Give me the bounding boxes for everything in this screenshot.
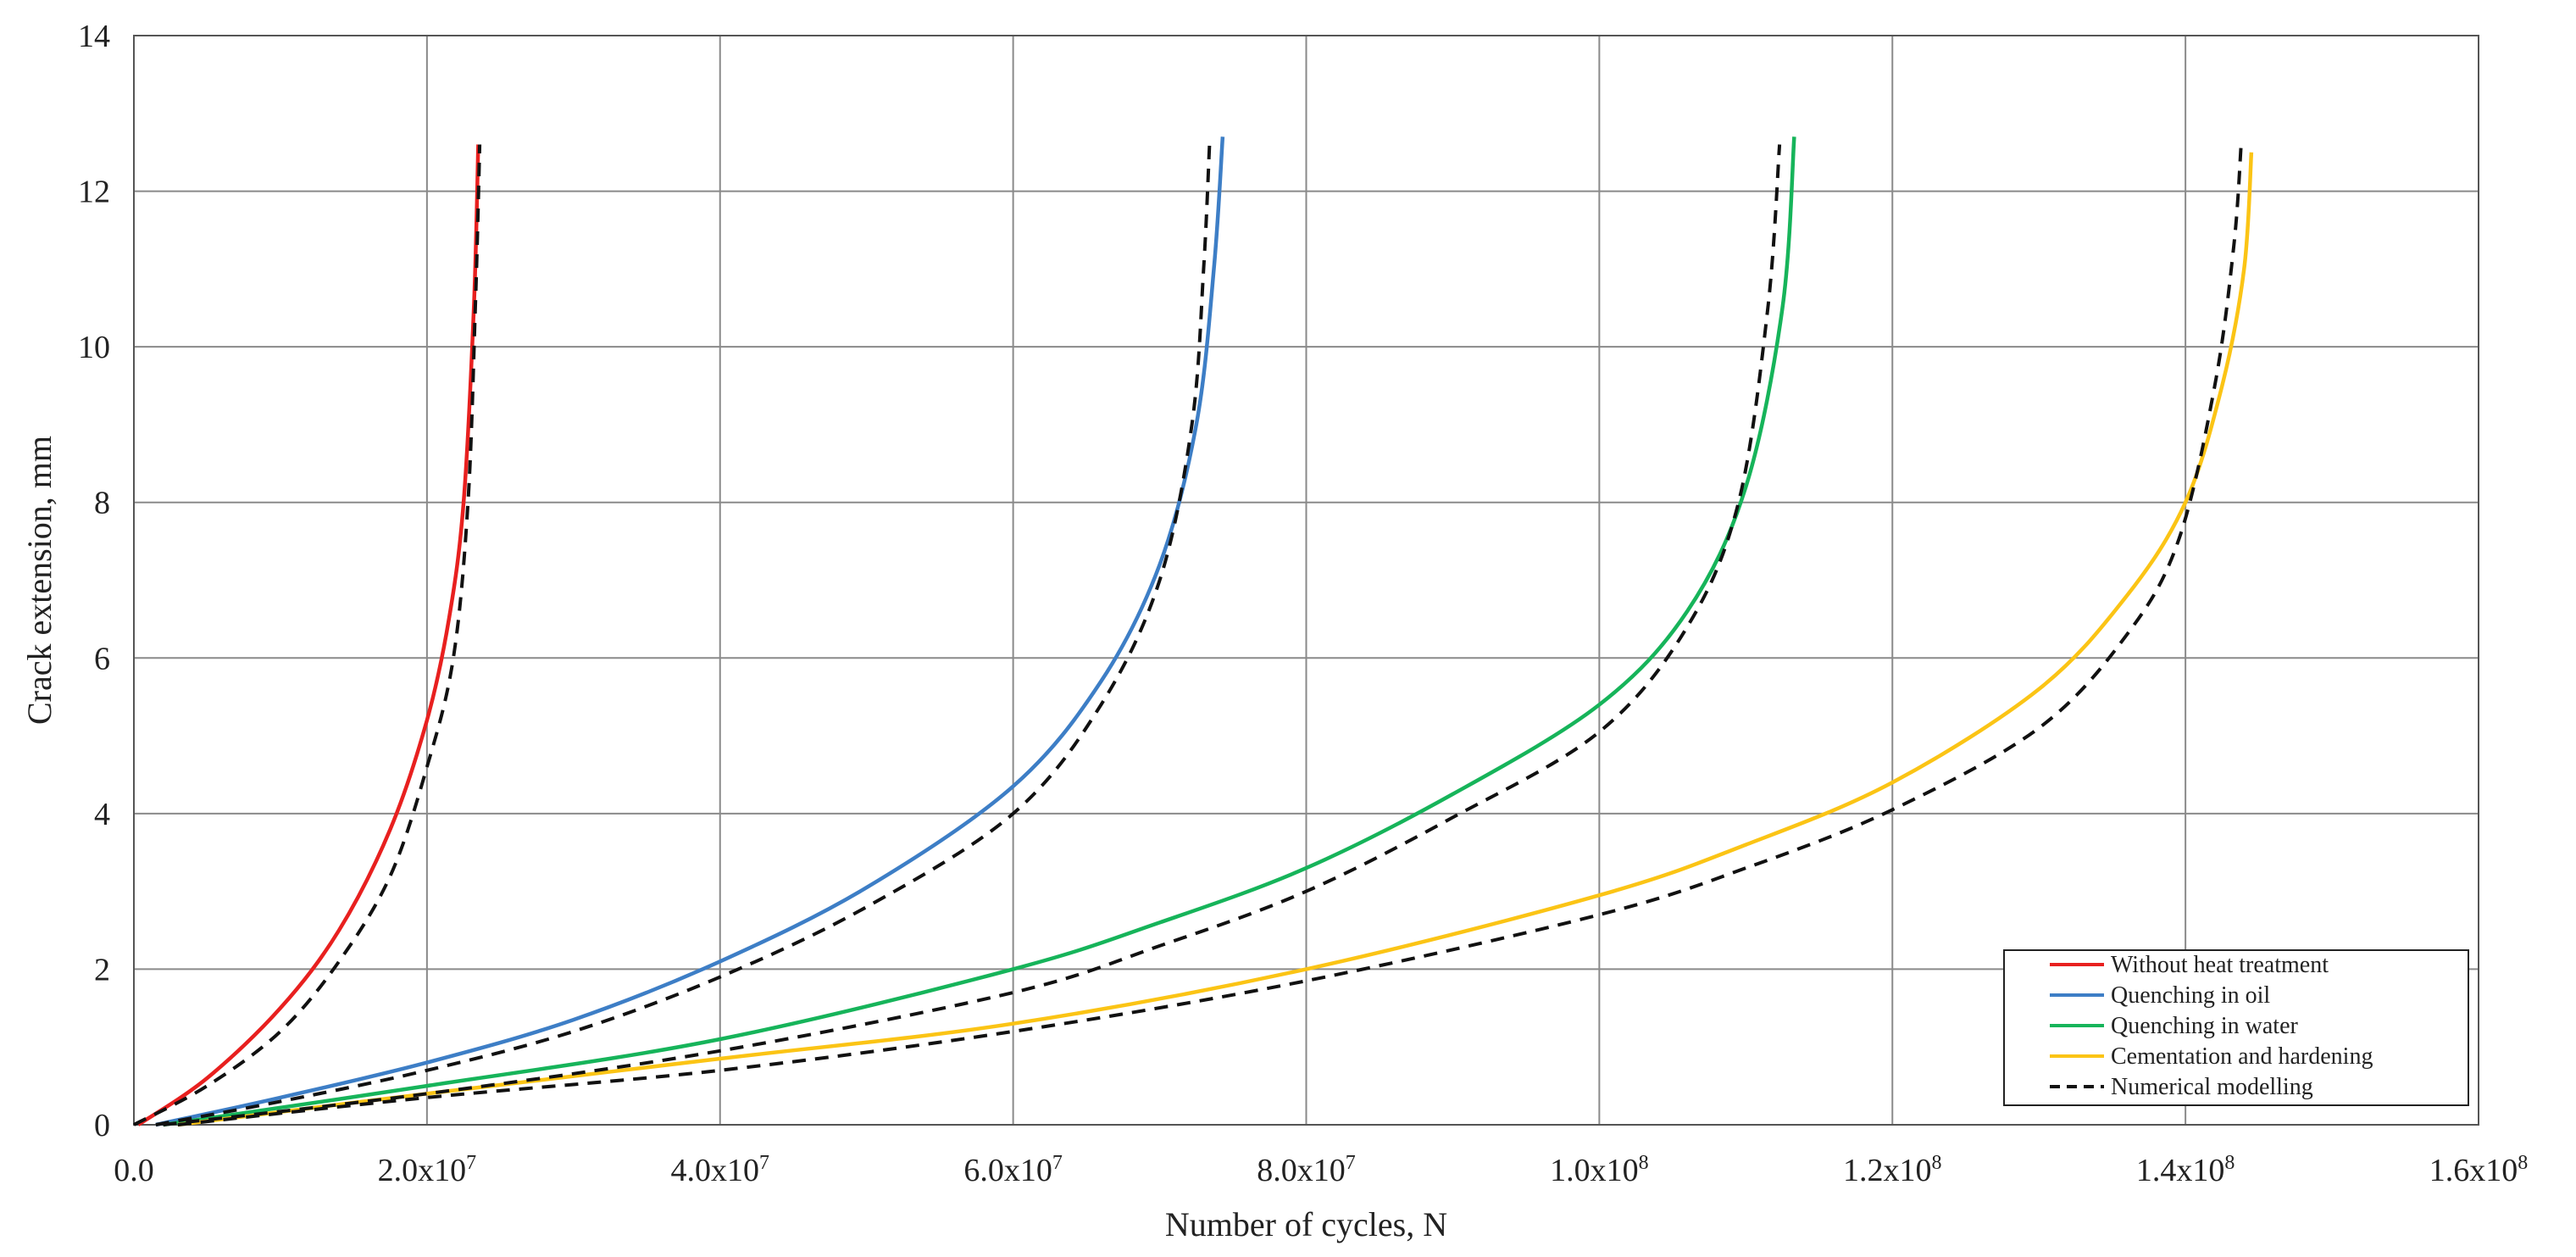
legend-label: Numerical modelling (2111, 1074, 2313, 1100)
y-tick-label: 6 (94, 641, 110, 676)
legend-label: Quenching in oil (2111, 982, 2270, 1009)
y-tick-label: 12 (78, 175, 110, 210)
series-line (136, 144, 480, 1126)
y-tick-label: 14 (78, 19, 110, 54)
y-tick-label: 8 (94, 486, 110, 521)
y-tick-label: 10 (78, 330, 110, 365)
series-line (133, 144, 482, 1126)
x-axis-title: Number of cycles, N (1165, 1205, 1447, 1243)
series-line (163, 144, 1782, 1126)
plot-area-frame (133, 35, 2479, 1126)
legend-box (2003, 949, 2469, 1106)
legend: Without heat treatment Quenching in oil Qu… (2003, 949, 2469, 1106)
x-tick-label: 1.4x108 (2136, 1152, 2235, 1188)
x-tick-label: 1.0x108 (1550, 1152, 1649, 1188)
x-tick-label: 4.0x107 (671, 1152, 770, 1188)
series-line (163, 136, 1796, 1127)
legend-label: Quenching in water (2111, 1013, 2298, 1039)
x-tick-label: 8.0x107 (1257, 1152, 1356, 1188)
y-axis-ticks: 0 2 4 6 8 10 12 14 (78, 19, 110, 1143)
series-line (177, 152, 2254, 1127)
y-tick-label: 2 (94, 952, 110, 987)
legend-label: Without heat treatment (2111, 952, 2329, 978)
series-line (155, 144, 1212, 1126)
y-tick-label: 0 (94, 1108, 110, 1143)
series-lines (133, 136, 2254, 1127)
x-tick-label: 6.0x107 (963, 1152, 1063, 1188)
x-tick-label: 1.6x108 (2429, 1152, 2529, 1188)
x-axis-ticks: 0.0 2.0x107 4.0x107 6.0x107 8.0x107 1.0x108 1.… (114, 1152, 2528, 1188)
x-tick-label: 0.0 (114, 1153, 154, 1188)
series-line (177, 144, 2243, 1126)
legend-label: Cementation and hardening (2111, 1043, 2373, 1070)
y-axis-title: Crack extension, mm (20, 436, 58, 725)
series-line (155, 136, 1225, 1127)
y-tick-label: 4 (94, 797, 110, 832)
x-tick-label: 1.2x108 (1843, 1152, 1942, 1188)
x-tick-label: 2.0x107 (378, 1152, 477, 1188)
